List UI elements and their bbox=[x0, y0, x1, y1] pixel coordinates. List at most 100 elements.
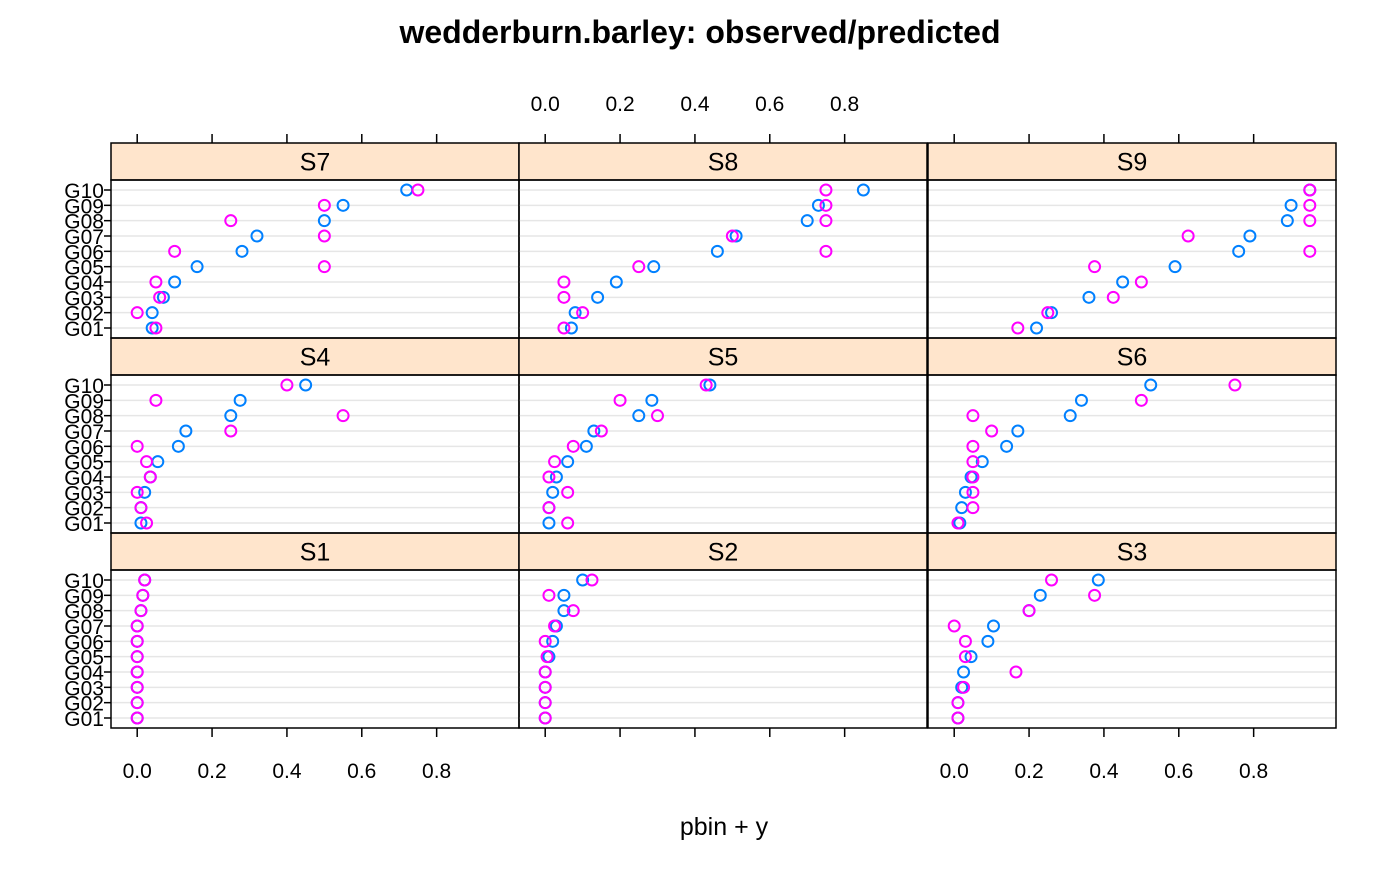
predicted-point bbox=[250, 229, 264, 243]
observed-point bbox=[134, 501, 148, 515]
predicted-point bbox=[557, 588, 571, 602]
observed-point bbox=[1181, 229, 1195, 243]
observed-point bbox=[130, 619, 144, 633]
observed-point bbox=[947, 619, 961, 633]
observed-point bbox=[1134, 393, 1148, 407]
chart-title: wedderburn.barley: observed/predicted bbox=[398, 14, 1000, 50]
observed-point bbox=[1041, 306, 1055, 320]
predicted-point bbox=[632, 409, 646, 423]
observed-point bbox=[951, 516, 965, 530]
predicted-point bbox=[964, 650, 978, 664]
x-tick-label-bottom: 0.4 bbox=[1089, 760, 1119, 783]
category-label: G05 bbox=[64, 647, 104, 670]
predicted-point bbox=[1033, 588, 1047, 602]
category-label: G06 bbox=[64, 241, 104, 264]
observed-point bbox=[140, 516, 154, 530]
strip-background bbox=[110, 142, 520, 181]
predicted-point bbox=[1030, 321, 1044, 335]
observed-point bbox=[542, 470, 556, 484]
strip-label: S9 bbox=[1117, 149, 1148, 177]
observed-point bbox=[149, 393, 163, 407]
observed-point bbox=[594, 424, 608, 438]
observed-point bbox=[557, 275, 571, 289]
panel-border bbox=[518, 179, 928, 339]
observed-point bbox=[130, 306, 144, 320]
observed-point bbox=[966, 501, 980, 515]
observed-point bbox=[966, 455, 980, 469]
predicted-point bbox=[710, 244, 724, 258]
strip-label: S8 bbox=[708, 149, 739, 177]
observed-point bbox=[538, 680, 552, 694]
category-label: G01 bbox=[64, 318, 104, 341]
observed-point bbox=[1022, 604, 1036, 618]
predicted-point bbox=[336, 198, 350, 212]
panel-border bbox=[927, 569, 1337, 729]
observed-point bbox=[951, 711, 965, 725]
predicted-point bbox=[557, 604, 571, 618]
predicted-point bbox=[190, 260, 204, 274]
category-label: G02 bbox=[64, 693, 104, 716]
observed-point bbox=[130, 711, 144, 725]
observed-point bbox=[336, 409, 350, 423]
panel-border bbox=[518, 374, 928, 534]
category-label: G09 bbox=[64, 195, 104, 218]
observed-point bbox=[985, 424, 999, 438]
category-label: G02 bbox=[64, 303, 104, 326]
panel-s3: S3 bbox=[927, 532, 1337, 729]
observed-point bbox=[1303, 214, 1317, 228]
predicted-point bbox=[168, 275, 182, 289]
predicted-point bbox=[138, 485, 152, 499]
panel-s6: S6 bbox=[927, 337, 1337, 534]
predicted-point bbox=[800, 214, 814, 228]
observed-point bbox=[224, 424, 238, 438]
observed-point bbox=[136, 588, 150, 602]
predicted-point bbox=[957, 665, 971, 679]
category-label: G08 bbox=[64, 211, 104, 234]
observed-point bbox=[566, 439, 580, 453]
strip-label: S7 bbox=[300, 149, 331, 177]
predicted-point bbox=[1144, 378, 1158, 392]
predicted-point bbox=[568, 306, 582, 320]
observed-point bbox=[1303, 183, 1317, 197]
predicted-point bbox=[975, 455, 989, 469]
observed-point bbox=[1088, 260, 1102, 274]
predicted-point bbox=[145, 306, 159, 320]
predicted-point bbox=[987, 619, 1001, 633]
observed-point bbox=[725, 229, 739, 243]
predicted-point bbox=[546, 634, 560, 648]
category-label: G09 bbox=[64, 390, 104, 413]
observed-point bbox=[1009, 665, 1023, 679]
observed-point bbox=[548, 619, 562, 633]
x-tick-label-top: 0.2 bbox=[605, 93, 634, 116]
predicted-point bbox=[561, 455, 575, 469]
predicted-point bbox=[1168, 260, 1182, 274]
panel-s5: S5 bbox=[518, 337, 928, 534]
strip-background bbox=[110, 337, 520, 376]
category-label: G03 bbox=[64, 482, 104, 505]
category-label: G10 bbox=[64, 375, 104, 398]
predicted-point bbox=[645, 393, 659, 407]
observed-point bbox=[317, 260, 331, 274]
observed-point bbox=[957, 680, 971, 694]
category-label: G06 bbox=[64, 436, 104, 459]
predicted-point bbox=[811, 198, 825, 212]
category-label: G10 bbox=[64, 570, 104, 593]
predicted-point bbox=[156, 290, 170, 304]
category-label: G04 bbox=[64, 467, 104, 490]
observed-point bbox=[1134, 275, 1148, 289]
strip-background bbox=[518, 142, 928, 181]
category-label: G04 bbox=[64, 272, 104, 295]
predicted-point bbox=[958, 485, 972, 499]
category-label: G08 bbox=[64, 601, 104, 624]
x-tick-label-top: 0.0 bbox=[531, 93, 560, 116]
observed-point bbox=[958, 650, 972, 664]
x-tick-label-bottom: 0.4 bbox=[272, 760, 302, 783]
strip-label: S6 bbox=[1117, 344, 1148, 372]
category-label: G05 bbox=[64, 257, 104, 280]
observed-point bbox=[317, 198, 331, 212]
category-label: G05 bbox=[64, 452, 104, 475]
observed-point bbox=[819, 214, 833, 228]
strip-label: S1 bbox=[300, 539, 331, 567]
